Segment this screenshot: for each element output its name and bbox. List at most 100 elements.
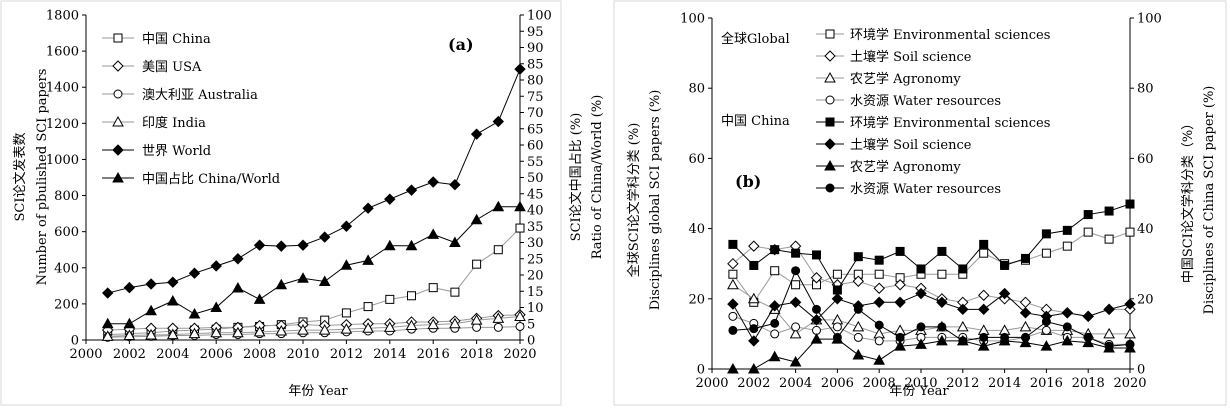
chart-b-series-5-point (1061, 307, 1074, 319)
chart-a-series-4-point (405, 184, 418, 196)
chart-b-series-3-point (791, 322, 801, 332)
chart-a-series-0-point (341, 308, 351, 318)
chart-a-x-tick-label: 2006 (200, 347, 233, 362)
chart-a-y2-tick-label: 5 (527, 317, 535, 332)
chart-a-legend-marker (112, 115, 124, 127)
chart-b-series-1-point (894, 279, 906, 291)
chart-a-series-3-point (514, 310, 526, 322)
chart-a-series-4-point (318, 231, 331, 243)
chart-a-series-4-point (123, 281, 136, 294)
chart-b-series-0-point (832, 269, 842, 279)
chart-b-legend-label: 土壤学 Soil science (850, 49, 972, 65)
chart-a-x-tick-label: 2012 (330, 347, 363, 362)
chart-b-legend-label: 环境学 Environmental sciences (850, 27, 1050, 43)
chart-a-series-4-point (253, 239, 266, 251)
chart-a-y-tick-label: 1800 (46, 9, 79, 24)
chart-b-legend-marker (825, 29, 835, 39)
chart-a-series-5-point (383, 239, 396, 251)
chart-a-y2-tick-label: 55 (527, 155, 544, 170)
chart-b-x-tick-label: 2012 (946, 376, 979, 391)
chart-b-series-5-point (1103, 303, 1115, 316)
chart-b-series-6-point (1082, 336, 1095, 348)
chart-b-series-3-point (1041, 325, 1051, 335)
chart-b-series-3-point (728, 311, 738, 321)
chart-b-series-2-point (852, 320, 865, 332)
chart-b-panel-label: (b) (735, 172, 761, 191)
chart-a-legend-label: 世界 World (142, 144, 211, 159)
chart-b-ylabel-zh: 全球SCI论文学科分类 (%) (626, 123, 642, 278)
chart-a-series-5-point (297, 272, 309, 283)
chart-a-series-3-point (492, 312, 505, 323)
chart-b-x-tick-label: 2010 (904, 376, 937, 391)
chart-a-series-3-point (210, 326, 223, 338)
chart-a-ylabel-zh: SCI论文发表数 (12, 133, 28, 222)
chart-b-series-5-point (1019, 307, 1032, 319)
chart-b-series-6-point (1061, 334, 1074, 346)
chart-a-y2-tick-label: 15 (527, 285, 544, 300)
chart-b-series-4-point (728, 239, 738, 249)
chart-b-series-4-point (874, 255, 884, 265)
chart-a-series-4-point (514, 63, 526, 75)
chart-b-series-3-point (832, 322, 842, 332)
chart-b-series-5-point (789, 296, 802, 309)
chart-a-y-tick-label: 1600 (46, 45, 79, 60)
chart-b-series-6-point (894, 340, 906, 351)
chart-b-legend-label: 水资源 Water resources (850, 94, 1001, 109)
chart-a-xlabel: 年份 Year (288, 384, 348, 399)
chart-b-x-tick-label: 2002 (737, 376, 770, 391)
chart-b-series-7-point (832, 332, 842, 342)
chart-a-series-5-point (449, 236, 461, 247)
chart-b-legend-label: 水资源 Water resources (850, 182, 1001, 197)
chart-b-series-0-point (728, 269, 738, 279)
chart-a-series-5-point (514, 200, 526, 212)
chart-a-y2-tick-label: 35 (527, 220, 544, 235)
chart-b-series-5-point (915, 287, 927, 300)
chart-a-series-0-point (450, 287, 460, 297)
chart-a-x-tick-label: 2020 (503, 347, 536, 362)
chart-b-y2-tick-label: 100 (1137, 12, 1162, 27)
chart-a-series-5-point (166, 294, 179, 306)
chart-b-series-4-point (749, 260, 759, 270)
chart-a-series-3-point (470, 314, 483, 325)
chart-b-series-7-point (791, 266, 801, 276)
chart-a-series-5-point (232, 281, 244, 293)
chart-a-series-3-point (383, 321, 396, 332)
chart-b-series-4-point (1125, 199, 1135, 209)
chart-b-legend-marker (825, 117, 835, 127)
chart-b-legend-marker (825, 95, 835, 105)
chart-a-x-tick-label: 2016 (417, 347, 450, 362)
chart-a-y2-tick-label: 60 (527, 139, 544, 154)
chart-a-legend-marker (113, 33, 123, 43)
chart-b-series-4-point (1062, 225, 1072, 235)
chart-b-series-2-point (727, 278, 739, 290)
chart-a-x-tick-label: 2000 (69, 347, 102, 362)
chart-a-series-4-point (275, 240, 288, 252)
chart-a-x-tick-label: 2014 (373, 347, 406, 362)
chart-a-legend-label: 中国 China (142, 32, 211, 47)
chart-b-y2label-zh: 中国SCI论文学科分类（%） (1180, 117, 1196, 283)
chart-a-series-3-point (449, 317, 461, 329)
chart-b-xlabel: 年份 Year (889, 384, 949, 399)
chart-a-series-4-point (384, 193, 396, 205)
chart-b-y2-tick-label: 0 (1137, 363, 1145, 378)
chart-a-y-tick-label: 1200 (46, 117, 79, 132)
chart-b-y2-tick-label: 80 (1137, 82, 1154, 97)
chart-a-series-3-point (427, 318, 440, 330)
chart-b-legend-label: 土壤学 Soil science (850, 137, 972, 153)
chart-a-series-4-point (449, 179, 461, 191)
chart-b-series-4-point (770, 245, 780, 255)
chart-a-series-5-point (253, 293, 266, 304)
chart-a-y-tick-label: 1000 (46, 153, 79, 168)
chart-a-series-3-point (188, 327, 201, 339)
chart-a-series-3-point (297, 324, 309, 335)
chart-a-x-tick-label: 2008 (243, 347, 276, 362)
chart-b-series-6-point (1019, 336, 1032, 348)
chart-a-y2-tick-label: 70 (527, 106, 544, 121)
chart-b-series-7-point (1041, 317, 1051, 327)
chart-a-y-tick-label: 600 (54, 225, 79, 240)
chart-b-series-7-point (1062, 322, 1072, 332)
chart-b-legend-group-global: 全球Global (721, 31, 790, 47)
chart-b-y-tick-label: 20 (688, 292, 705, 307)
chart-a-series-2-point (493, 322, 503, 332)
